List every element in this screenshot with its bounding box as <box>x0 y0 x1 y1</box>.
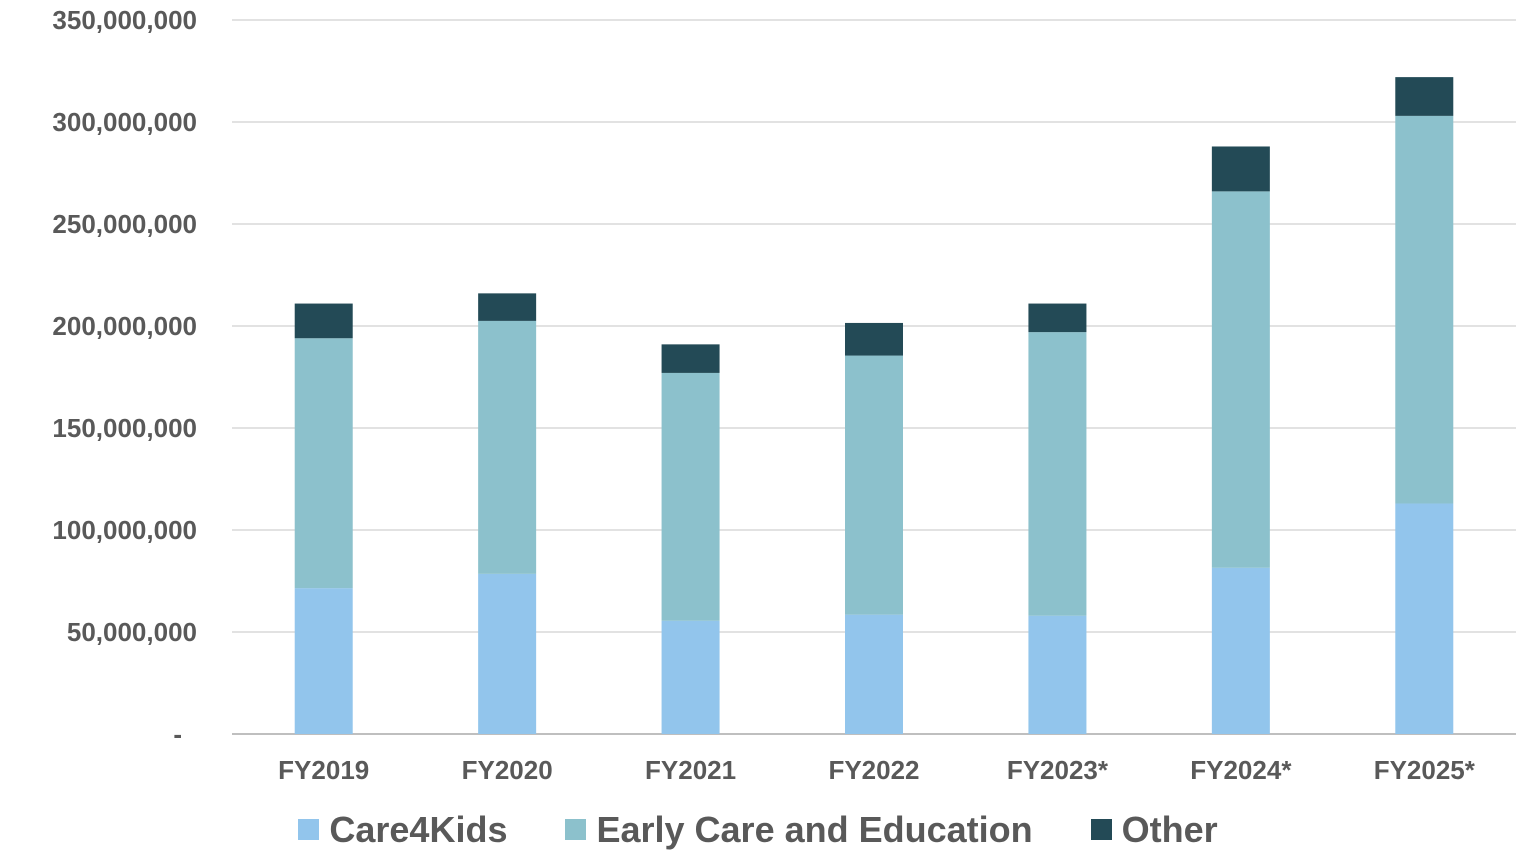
y-tick-label: 300,000,000 <box>52 107 197 137</box>
stacked-bar-chart: - 50,000,000 100,000,000 150,000,000 200,000… <box>52 5 1516 785</box>
legend: Care4Kids Early Care and Education Other <box>0 808 1516 851</box>
x-tick-label: FY2022 <box>828 755 919 785</box>
y-tick-label: 150,000,000 <box>52 413 197 443</box>
y-tick-label: 250,000,000 <box>52 209 197 239</box>
y-tick-label: 200,000,000 <box>52 311 197 341</box>
bar-segment-other-fy2022 <box>845 322 903 356</box>
y-axis: - 50,000,000 100,000,000 150,000,000 200,000… <box>52 5 197 749</box>
bar-segment-other-fy2020 <box>478 293 537 321</box>
bar-segment-early-care-and-education-fy2023 <box>1028 332 1087 616</box>
y-tick-label: 50,000,000 <box>67 617 197 647</box>
x-tick-label: FY2024* <box>1190 755 1292 785</box>
y-tick-label: 350,000,000 <box>52 5 197 35</box>
x-tick-label: FY2020 <box>462 755 553 785</box>
bars <box>294 77 1454 734</box>
bar-segment-care4kids-fy2023 <box>1028 615 1087 734</box>
legend-swatch <box>565 819 587 840</box>
bar-segment-care4kids-fy2025 <box>1395 503 1454 734</box>
x-tick-label: FY2021 <box>645 755 736 785</box>
legend-label: Early Care and Education <box>596 808 1033 850</box>
bar-segment-other-fy2019 <box>294 303 353 339</box>
bar-segment-care4kids-fy2020 <box>478 573 537 734</box>
x-tick-label: FY2023* <box>1007 755 1109 785</box>
x-axis: FY2019 FY2020 FY2021 FY2022 FY2023* FY2024* FY… <box>278 755 1476 785</box>
bar-segment-other-fy2024 <box>1211 146 1270 192</box>
legend-swatch <box>1090 819 1112 840</box>
bar-segment-early-care-and-education-fy2019 <box>294 338 353 589</box>
legend-label: Care4Kids <box>329 808 508 850</box>
y-tick-label: 100,000,000 <box>52 515 197 545</box>
bar-segment-care4kids-fy2024 <box>1211 567 1270 734</box>
legend-item: Early Care and Education <box>565 808 1033 851</box>
legend-swatch <box>298 819 320 840</box>
bar-segment-other-fy2025 <box>1395 77 1454 116</box>
bar-segment-early-care-and-education-fy2024 <box>1211 191 1270 568</box>
bar-segment-early-care-and-education-fy2022 <box>845 355 903 615</box>
bar-segment-other-fy2023 <box>1028 303 1087 333</box>
bar-segment-early-care-and-education-fy2025 <box>1395 115 1454 504</box>
x-tick-label: FY2025* <box>1374 755 1476 785</box>
bar-segment-care4kids-fy2019 <box>294 588 353 734</box>
bar-segment-other-fy2021 <box>661 344 720 373</box>
y-tick-label: - <box>173 719 182 749</box>
bar-segment-care4kids-fy2022 <box>845 614 903 734</box>
bar-segment-care4kids-fy2021 <box>661 620 720 734</box>
bar-segment-early-care-and-education-fy2020 <box>478 320 537 574</box>
legend-label: Other <box>1121 808 1218 850</box>
legend-item: Other <box>1090 808 1218 851</box>
x-tick-label: FY2019 <box>278 755 369 785</box>
legend-item: Care4Kids <box>298 809 507 851</box>
bar-segment-early-care-and-education-fy2021 <box>661 372 720 621</box>
